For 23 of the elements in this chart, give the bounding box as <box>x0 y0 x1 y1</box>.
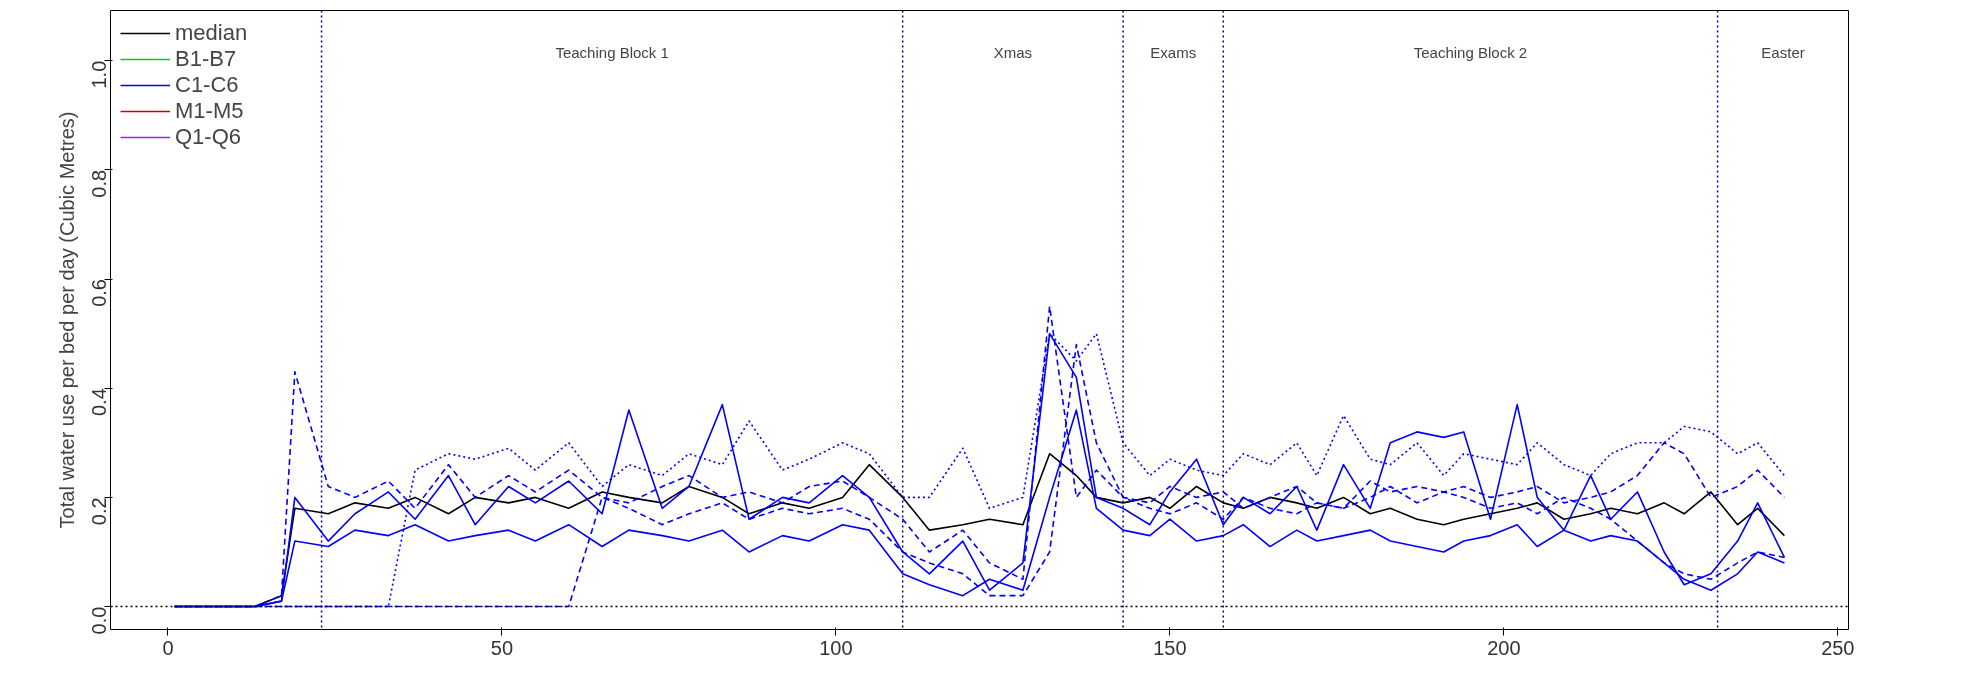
annotation: Exams <box>1150 44 1197 61</box>
y-tick-label: 0.4 <box>88 388 111 417</box>
legend-label: B1-B7 <box>175 46 237 72</box>
y-tick-label: 0.2 <box>88 497 111 526</box>
annotation: Easter <box>1761 44 1805 61</box>
x-tick-label: 50 <box>490 636 514 659</box>
legend-label: M1-M5 <box>175 98 244 124</box>
annotation: Xmas <box>993 44 1033 61</box>
legend-label: Q1-Q6 <box>175 124 242 150</box>
annotation: Teaching Block 2 <box>1413 44 1528 61</box>
x-tick-label: 0 <box>162 636 174 659</box>
legend-label: median <box>175 20 248 46</box>
x-tick-label: 250 <box>1821 636 1855 659</box>
annotation: Teaching Block 1 <box>555 44 669 61</box>
x-tick-label: 150 <box>1153 636 1187 659</box>
y-tick-label: 0.8 <box>88 169 111 198</box>
y-axis-title: Total water use per bed per day (Cubic Metres) <box>55 111 78 529</box>
y-tick-label: 1.0 <box>88 60 111 89</box>
y-tick-label: 0.0 <box>88 606 111 635</box>
y-tick-label: 0.6 <box>88 279 111 307</box>
legend-label: C1-C6 <box>175 72 239 98</box>
x-tick-label: 200 <box>1487 636 1521 659</box>
x-tick-label: 100 <box>819 636 853 659</box>
